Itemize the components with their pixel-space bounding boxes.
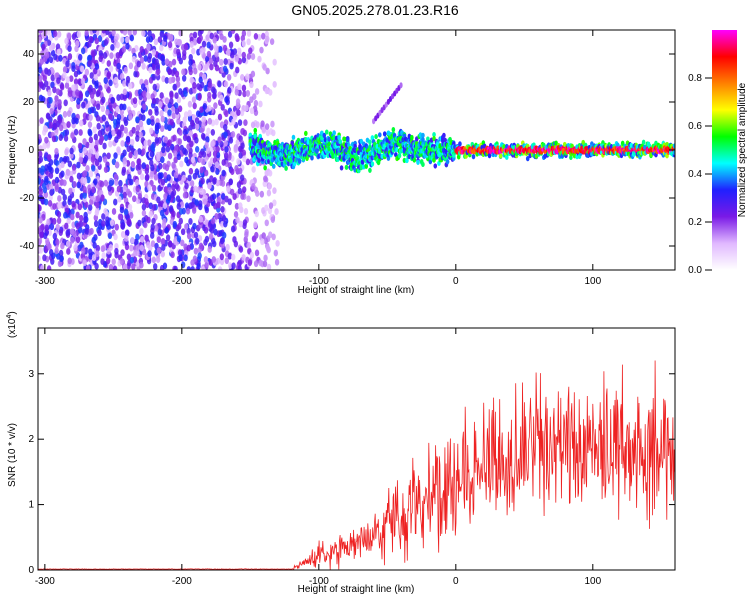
colorbar-label: Normalized spectral amplitude [737, 82, 748, 217]
snr-plot-area [38, 360, 675, 570]
colorbar-tick-label: 0.2 [688, 217, 702, 228]
spectrogram-x-tick-label: -300 [35, 276, 55, 287]
spectrogram-y-tick-label: 20 [23, 97, 35, 108]
snr-exponent-label: (x104) [6, 311, 18, 338]
snr-axes: -300 -200 -100 0 100 0 1 2 3 [28, 328, 675, 587]
spectrogram-y-tick-label: 40 [23, 49, 35, 60]
snr-y-axis-label: SNR (10 * v/v) [7, 423, 18, 487]
spectrogram-x-tick-label: 100 [584, 276, 601, 287]
snr-series-line [38, 360, 675, 570]
spectrogram-y-tick-label: 0 [28, 145, 34, 156]
snr-y-tick-label: 0 [28, 565, 34, 576]
colorbar-axes: 0.0 0.2 0.4 0.6 0.8 [688, 73, 712, 276]
chart-title: GN05.2025.278.01.23.R16 [291, 2, 459, 18]
snr-y-tick-label: 1 [28, 500, 34, 511]
spectrogram-x-axis-label: Height of straight line (km) [298, 285, 415, 296]
snr-frame [37, 327, 676, 571]
spectrogram-y-tick-label: -40 [20, 241, 35, 252]
snr-x-tick-label: -300 [35, 576, 55, 587]
snr-x-axis-label: Height of straight line (km) [298, 584, 415, 595]
snr-y-tick-label: 3 [28, 369, 34, 380]
spectrogram-y-tick-label: -20 [20, 193, 35, 204]
snr-x-tick-label: 0 [453, 576, 459, 587]
colorbar [712, 30, 737, 270]
colorbar-tick-label: 0.8 [688, 73, 702, 84]
snr-y-tick-label: 2 [28, 434, 34, 445]
colorbar-tick-label: 0.0 [688, 265, 702, 276]
snr-x-tick-label: -200 [172, 576, 192, 587]
snr-x-tick-label: 100 [584, 576, 601, 587]
spectrogram-y-axis-label: Frequency (Hz) [7, 116, 18, 185]
spectrogram-x-tick-label: 0 [453, 276, 459, 287]
colorbar-tick-label: 0.4 [688, 169, 702, 180]
spectrogram-x-tick-label: -100 [309, 276, 329, 287]
spectrogram-heatmap [38, 30, 675, 270]
colorbar-tick-label: 0.6 [688, 121, 702, 132]
snr-x-tick-label: -100 [309, 576, 329, 587]
spectrogram-x-tick-label: -200 [172, 276, 192, 287]
